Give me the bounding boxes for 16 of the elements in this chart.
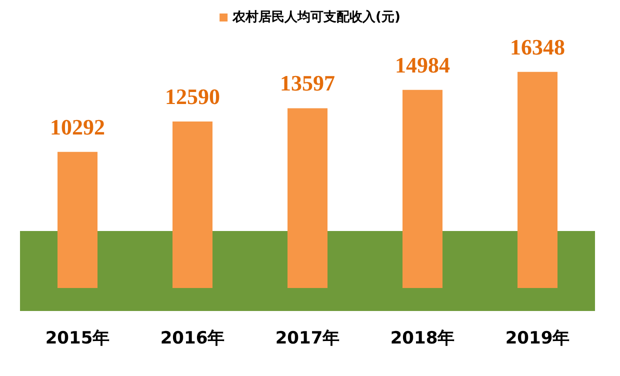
data-label: 12590 <box>165 84 220 110</box>
x-tick-label: 2015年 <box>45 328 110 348</box>
data-label: 10292 <box>50 114 105 140</box>
bar <box>172 122 212 288</box>
legend-label: 农村居民人均可支配收入(元) <box>232 9 400 25</box>
bar <box>58 152 98 288</box>
data-label: 14984 <box>395 52 450 78</box>
data-label: 13597 <box>280 70 335 96</box>
bar <box>288 108 328 288</box>
x-tick-label: 2017年 <box>275 328 340 348</box>
bar <box>402 90 442 288</box>
x-tick-label: 2016年 <box>160 328 225 348</box>
x-tick-label: 2019年 <box>505 328 570 348</box>
data-label: 16348 <box>510 34 565 60</box>
x-tick-label: 2018年 <box>390 328 455 348</box>
bar <box>518 72 558 288</box>
